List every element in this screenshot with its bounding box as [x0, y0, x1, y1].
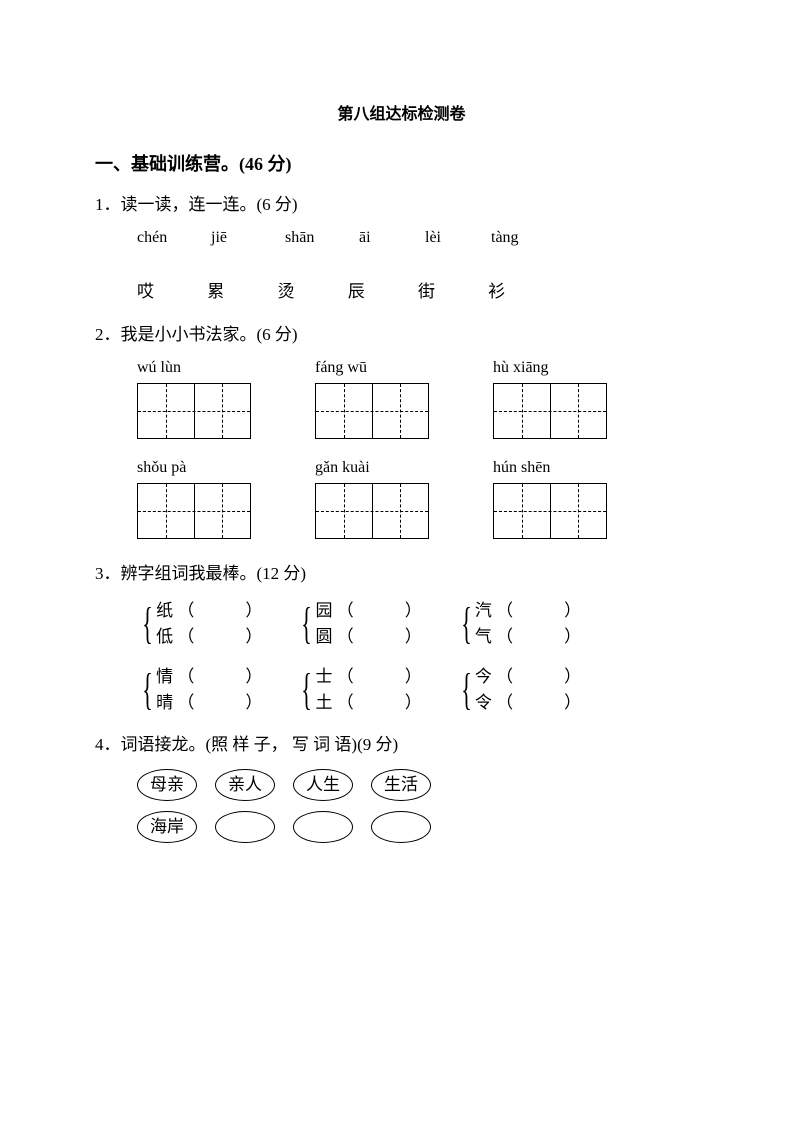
worksheet-page: 第八组达标检测卷 一、基础训练营。(46 分) 1．读一读，连一连。(6 分) …: [0, 0, 793, 1122]
blank-paren[interactable]: （ ）: [337, 627, 422, 646]
q3-row-1: { 情 （ ） 晴 （ ） { 士 （ ） 土 （ ） { 今 （ ） 令 （: [137, 664, 708, 716]
q1-pinyin-1: jiē: [211, 229, 281, 247]
tianzige-pair[interactable]: [315, 483, 429, 539]
q1-pinyin-5: tàng: [491, 229, 519, 247]
q3-group: { 汽 （ ） 气 （ ）: [456, 598, 581, 650]
section-1-heading: 一、基础训练营。(46 分): [95, 150, 708, 176]
blank-paren[interactable]: （ ）: [496, 667, 581, 686]
tianzige-pair[interactable]: [493, 483, 607, 539]
blank-paren[interactable]: （ ）: [337, 601, 422, 620]
paper-title: 第八组达标检测卷: [95, 100, 708, 124]
q2-r0-l2: hù xiāng: [493, 359, 549, 377]
q2-r0-l1: fáng wū: [315, 359, 489, 377]
brace-lines: 纸 （ ） 低 （ ）: [156, 598, 262, 650]
blank-paren[interactable]: （ ）: [177, 667, 262, 686]
word-oval: 人生: [293, 769, 353, 801]
blank-paren[interactable]: （ ）: [177, 601, 262, 620]
tianzige-pair[interactable]: [493, 383, 607, 439]
q1-hanzi-2: 烫: [278, 277, 344, 302]
q2-row0-boxes: [137, 383, 708, 439]
q1-pinyin-row: chén jiē shān āi lèi tàng: [137, 229, 708, 247]
q3-char: 晴: [156, 693, 173, 712]
q2-row0-labels: wú lùn fáng wū hù xiāng: [137, 359, 708, 377]
q1-pinyin-4: lèi: [425, 229, 487, 247]
q2-r1-l2: hún shēn: [493, 459, 550, 477]
q3-char: 士: [316, 667, 333, 686]
q3-group: { 纸 （ ） 低 （ ）: [137, 598, 262, 650]
word-oval: 亲人: [215, 769, 275, 801]
left-brace-icon: {: [142, 668, 153, 712]
blank-paren[interactable]: （ ）: [496, 627, 581, 646]
q3-group: { 情 （ ） 晴 （ ）: [137, 664, 262, 716]
brace-lines: 今 （ ） 令 （ ）: [475, 664, 581, 716]
q2-prompt: 2．我是小小书法家。(6 分): [95, 320, 708, 345]
q3-char: 纸: [156, 601, 173, 620]
tianzige-pair[interactable]: [137, 383, 251, 439]
q3-char: 情: [156, 667, 173, 686]
q4-row-0: 母亲 亲人 人生 生活: [137, 769, 708, 801]
tianzige-pair[interactable]: [315, 383, 429, 439]
blank-paren[interactable]: （ ）: [337, 667, 422, 686]
blank-paren[interactable]: （ ）: [496, 601, 581, 620]
word-oval: 母亲: [137, 769, 197, 801]
tianzige-pair[interactable]: [137, 483, 251, 539]
q3-char: 圆: [316, 627, 333, 646]
q3-char: 土: [316, 693, 333, 712]
q3-group: { 今 （ ） 令 （ ）: [456, 664, 581, 716]
word-oval-blank[interactable]: [215, 811, 275, 843]
q1-hanzi-5: 衫: [488, 277, 505, 302]
brace-lines: 士 （ ） 土 （ ）: [316, 664, 422, 716]
q2-r1-l1: gǎn kuài: [315, 459, 489, 477]
q2-rows: wú lùn fáng wū hù xiāng shǒu pà gǎn kuài…: [137, 359, 708, 539]
q4-body: 母亲 亲人 人生 生活 海岸: [137, 769, 708, 843]
q3-char: 低: [156, 627, 173, 646]
word-oval-blank[interactable]: [371, 811, 431, 843]
q1-pinyin-0: chén: [137, 229, 207, 247]
q3-group: { 园 （ ） 圆 （ ）: [296, 598, 421, 650]
q2-r0-l0: wú lùn: [137, 359, 311, 377]
q2-row-0: wú lùn fáng wū hù xiāng: [137, 359, 708, 439]
q4-prompt: 4．词语接龙。(照 样 子， 写 词 语)(9 分): [95, 730, 708, 755]
q2-row-1: shǒu pà gǎn kuài hún shēn: [137, 459, 708, 539]
q2-row1-labels: shǒu pà gǎn kuài hún shēn: [137, 459, 708, 477]
word-oval: 生活: [371, 769, 431, 801]
blank-paren[interactable]: （ ）: [496, 693, 581, 712]
q1-pinyin-2: shān: [285, 229, 355, 247]
q1-prompt: 1．读一读，连一连。(6 分): [95, 190, 708, 215]
left-brace-icon: {: [461, 668, 472, 712]
q1-hanzi-3: 辰: [348, 277, 414, 302]
brace-lines: 汽 （ ） 气 （ ）: [475, 598, 581, 650]
q1-hanzi-1: 累: [207, 277, 273, 302]
left-brace-icon: {: [302, 602, 313, 646]
left-brace-icon: {: [302, 668, 313, 712]
q2-r1-l0: shǒu pà: [137, 459, 311, 477]
q3-char: 气: [475, 627, 492, 646]
q1-pinyin-3: āi: [359, 229, 421, 247]
q1-hanzi-0: 哎: [137, 277, 203, 302]
blank-paren[interactable]: （ ）: [337, 693, 422, 712]
q1-hanzi-row: 哎 累 烫 辰 街 衫: [137, 277, 708, 302]
blank-paren[interactable]: （ ）: [177, 693, 262, 712]
q1-hanzi-4: 街: [418, 277, 484, 302]
brace-lines: 情 （ ） 晴 （ ）: [156, 664, 262, 716]
q3-char: 令: [475, 693, 492, 712]
q3-row-0: { 纸 （ ） 低 （ ） { 园 （ ） 圆 （ ） { 汽 （ ） 气 （: [137, 598, 708, 650]
word-oval-blank[interactable]: [293, 811, 353, 843]
q3-group: { 士 （ ） 土 （ ）: [296, 664, 421, 716]
brace-lines: 园 （ ） 圆 （ ）: [316, 598, 422, 650]
q3-char: 汽: [475, 601, 492, 620]
q3-char: 园: [316, 601, 333, 620]
q3-char: 今: [475, 667, 492, 686]
q3-prompt: 3．辨字组词我最棒。(12 分): [95, 559, 708, 584]
left-brace-icon: {: [461, 602, 472, 646]
word-oval: 海岸: [137, 811, 197, 843]
q2-row1-boxes: [137, 483, 708, 539]
q4-row-1: 海岸: [137, 811, 708, 843]
left-brace-icon: {: [142, 602, 153, 646]
q3-body: { 纸 （ ） 低 （ ） { 园 （ ） 圆 （ ） { 汽 （ ） 气 （: [137, 598, 708, 716]
blank-paren[interactable]: （ ）: [177, 627, 262, 646]
